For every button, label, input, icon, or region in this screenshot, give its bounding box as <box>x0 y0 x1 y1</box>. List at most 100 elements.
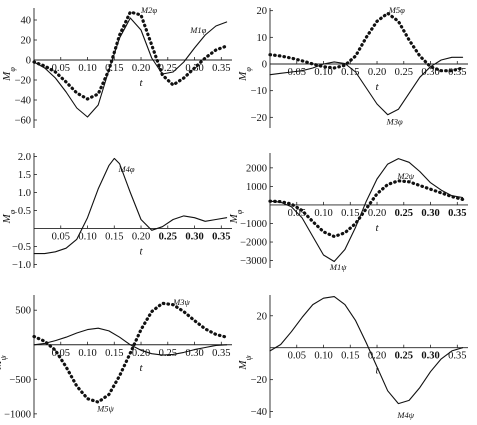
panel-m4-psi: 0.05 0.10 0.15 0.20 0.25 0.30 0.35 −40 −20 20 t Mψ M… <box>237 295 468 420</box>
series-line-m2-psi <box>268 179 465 239</box>
x-tick-label: 0.25 <box>395 351 413 362</box>
y-tick-label: −20 <box>251 113 267 124</box>
x-tick-label: 0.05 <box>288 208 306 219</box>
x-tick-label: 0.05 <box>288 67 306 78</box>
y-tick-label: −60 <box>15 116 31 127</box>
series-line-m1-phi <box>33 17 228 118</box>
y-tick-label: −500 <box>9 375 31 386</box>
x-tick-label: 0.20 <box>132 231 150 242</box>
series-label-m4-phi: M4φ <box>118 164 135 174</box>
y-tick-label: 2000 <box>246 163 267 174</box>
y-tick-label: −1000 <box>4 409 31 420</box>
x-tick-label: 0.20 <box>368 351 386 362</box>
x-tick-label: 0.15 <box>105 63 123 74</box>
x-axis-label: t <box>139 245 143 257</box>
y-tick-label: 10 <box>257 33 268 44</box>
x-axis-label: t <box>375 81 379 93</box>
y-tick-label: 20 <box>257 311 268 322</box>
series-line-m4-psi <box>269 296 464 405</box>
x-tick-label: 0.15 <box>105 231 123 242</box>
y-axis-label: Mφ <box>1 67 17 82</box>
x-tick-label: 0.35 <box>448 351 466 362</box>
y-axis-label: Mφ <box>228 209 244 224</box>
y-tick-label: 40 <box>21 16 32 27</box>
x-tick-label: 0.25 <box>395 67 413 78</box>
series-label-m3-phi: M3φ <box>386 116 403 126</box>
series-line-m3-phi <box>269 56 464 116</box>
x-tick-label: 0.15 <box>341 67 359 78</box>
series-label-m2-psi: M2ψ <box>396 171 414 181</box>
y-tick-label: −40 <box>15 96 31 107</box>
x-tick-label: 0.35 <box>448 67 466 78</box>
x-tick-label: 0.20 <box>132 348 150 359</box>
y-tick-label: 0 <box>262 60 267 71</box>
series-label-m5-psi: M5ψ <box>96 403 114 413</box>
x-tick-label: 0.05 <box>52 348 70 359</box>
x-tick-label: 0.15 <box>341 351 359 362</box>
x-tick-label: 0.30 <box>185 348 203 359</box>
x-tick-label: 0.35 <box>448 208 466 219</box>
x-tick-label: 0.35 <box>212 231 230 242</box>
panel-m1-m2-psi: 0.05 0.10 0.15 0.20 0.25 0.30 0.35 −3000 −2000 −1… <box>228 153 468 272</box>
x-tick-label: 0.20 <box>132 63 150 74</box>
series-line-m1-psi <box>269 158 464 263</box>
x-tick-label: 0.10 <box>314 67 332 78</box>
x-tick-label: 0.30 <box>421 351 439 362</box>
y-tick-label: 1.5 <box>18 170 31 181</box>
y-tick-label: −1000 <box>240 219 267 230</box>
series-line-m5-psi <box>32 301 229 404</box>
x-tick-label: 0.10 <box>314 351 332 362</box>
x-axis-label: t <box>139 362 143 374</box>
y-tick-label: 1.0 <box>18 188 31 199</box>
x-tick-label: 0.30 <box>421 208 439 219</box>
y-tick-label: −20 <box>15 76 31 87</box>
y-axis-label: Mψ <box>237 354 253 370</box>
x-axis-label: t <box>139 77 143 89</box>
series-label-m1-phi: M1φ <box>189 25 206 35</box>
y-tick-label: −2000 <box>240 238 267 249</box>
x-tick-label: 0.35 <box>212 348 230 359</box>
series-label-m5-phi: M5φ <box>388 5 405 15</box>
series-label-m2-phi: M2φ <box>140 5 157 15</box>
x-tick-label: 0.25 <box>159 231 177 242</box>
series-label-m1-psi: M1ψ <box>329 262 347 272</box>
series-label-m4-psi: M4ψ <box>396 410 414 420</box>
x-tick-label: 0.30 <box>185 231 203 242</box>
x-tick-label: 0.20 <box>368 208 386 219</box>
y-tick-label: −3000 <box>240 256 267 267</box>
y-tick-label: 2.0 <box>18 152 31 163</box>
x-tick-label: 0.15 <box>341 208 359 219</box>
series-line-m5-phi <box>268 11 465 73</box>
x-tick-label: 0.05 <box>52 231 70 242</box>
y-tick-label: −1.0 <box>12 260 31 271</box>
y-axis-label: Mφ <box>1 209 17 224</box>
y-tick-label: −20 <box>251 375 267 386</box>
y-tick-label: 0 <box>26 56 31 67</box>
x-tick-label: 0.15 <box>105 348 123 359</box>
panel-m3-m5-psi: 0.05 0.10 0.15 0.20 0.25 0.30 0.35 −1000 −500 500… <box>0 295 232 420</box>
y-tick-label: −10 <box>251 86 267 97</box>
panel-m4-phi: 0.05 0.10 0.15 0.20 0.25 0.30 0.35 −1.0 −0.5 0.5 1… <box>1 152 232 271</box>
y-axis-label: Mψ <box>0 354 8 370</box>
series-line-m3-psi <box>33 327 228 356</box>
x-tick-label: 0.25 <box>395 208 413 219</box>
x-tick-label: 0.05 <box>52 63 70 74</box>
y-axis-label: Mφ <box>237 67 253 82</box>
panel-m1-m2-phi: 0.05 0.10 0.15 0.20 0.25 0.30 0.35−60−40−20020… <box>1 5 232 128</box>
x-tick-label: 0.25 <box>159 63 177 74</box>
y-tick-label: −0.5 <box>12 242 31 253</box>
x-tick-label: 0.10 <box>78 231 96 242</box>
x-tick-label: 0.20 <box>368 67 386 78</box>
x-tick-label: 0.30 <box>421 67 439 78</box>
x-tick-label: 0.10 <box>78 348 96 359</box>
x-tick-label: 0.35 <box>212 63 230 74</box>
series-line-m4-phi <box>33 157 228 255</box>
panel-m3-m5-phi: 0.05 0.10 0.15 0.20 0.25 0.30 0.35 −20 −10 0 10 20 t… <box>237 5 468 128</box>
y-tick-label: 20 <box>21 36 32 47</box>
y-tick-label: 500 <box>15 306 31 317</box>
x-axis-label: t <box>375 365 379 377</box>
series-label-m3-psi: M3ψ <box>172 297 190 307</box>
x-tick-label: 0.10 <box>78 63 96 74</box>
x-tick-label: 0.25 <box>159 348 177 359</box>
